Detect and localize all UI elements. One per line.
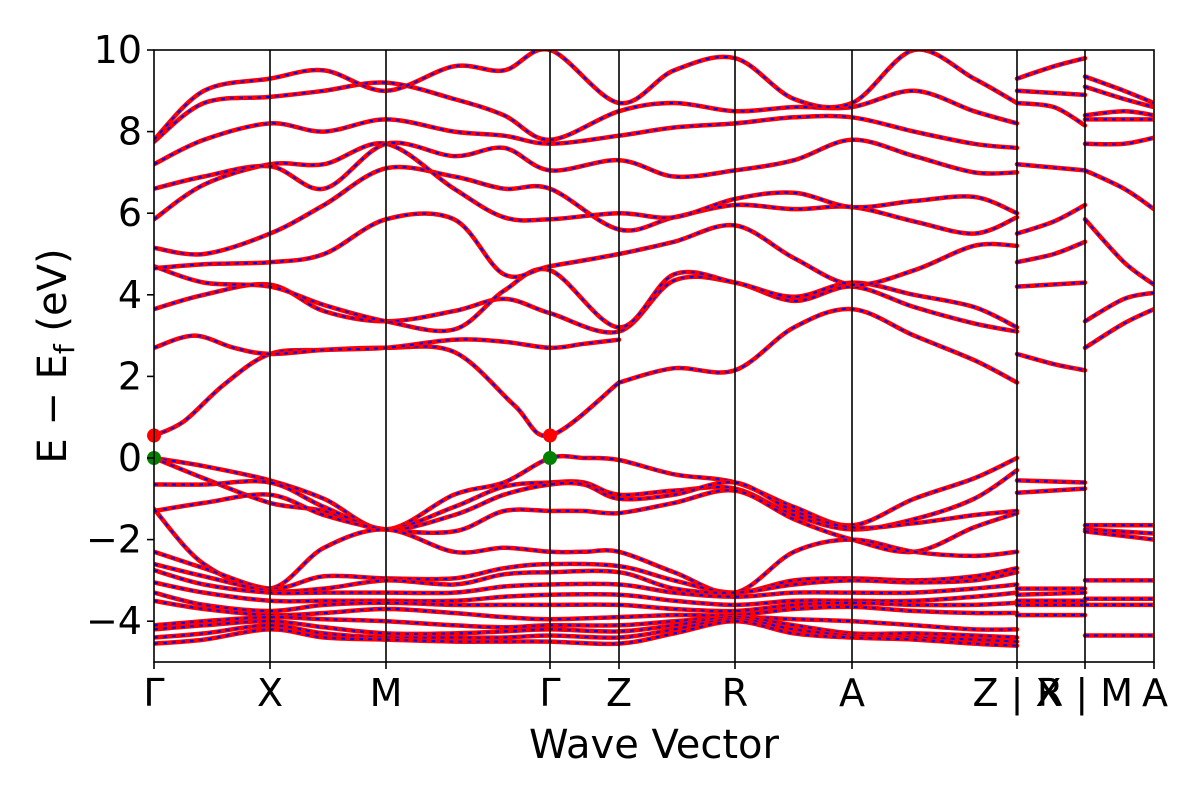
- band-56-dashed: [1084, 85, 1154, 109]
- band-edge-markers: [147, 428, 557, 465]
- band-57-dashed: [1084, 75, 1154, 104]
- band-12-dashed: [154, 455, 1018, 531]
- band-21-dashed: [154, 591, 1018, 613]
- band-51-dashed: [1084, 218, 1154, 286]
- y-tick-label-2: 0: [118, 436, 142, 480]
- x-tick-label-7: Z | X: [972, 671, 1061, 716]
- y-axis-title-subscript: f: [48, 343, 81, 354]
- plot-background: [154, 50, 1154, 662]
- band-53-dashed: [1084, 136, 1154, 146]
- band-55-dashed: [1084, 110, 1154, 117]
- x-tick-label-8: R | M: [1037, 671, 1133, 716]
- band-38-dashed: [1016, 163, 1086, 172]
- y-tick-label-3: 2: [118, 354, 142, 398]
- x-tick-label-1: X: [257, 671, 283, 715]
- band-37-dashed: [1016, 204, 1086, 235]
- band-19-dashed: [154, 569, 1018, 598]
- band-22-dashed: [154, 599, 1018, 621]
- y-tick-label-5: 6: [118, 191, 142, 235]
- band-5-dashed: [154, 212, 1018, 286]
- plot-frame: [153, 49, 1155, 663]
- band-52-dashed: [1084, 169, 1154, 210]
- band-40-dashed: [1016, 89, 1086, 96]
- band-4-dashed: [154, 265, 1018, 332]
- y-axis-title-prefix: E − E: [30, 354, 76, 464]
- band-35-dashed: [1016, 281, 1086, 288]
- x-tick-label-6: A: [839, 671, 865, 715]
- band-6-solid: [154, 164, 1020, 257]
- band-34-dashed: [1016, 353, 1086, 372]
- x-tick-label-9: A: [1142, 671, 1168, 715]
- x-tick-label-3: Γ: [539, 671, 560, 715]
- band-43-dashed: [1084, 528, 1154, 535]
- band-36-dashed: [1016, 240, 1086, 264]
- band-7-dashed: [154, 142, 1018, 222]
- band-11-dashed: [154, 50, 1018, 141]
- band-10-dashed: [154, 81, 1018, 143]
- band-24-dashed: [154, 616, 1018, 639]
- y-axis: −4 −2 0 2 4 6 8 10: [86, 28, 154, 643]
- band-23-solid: [154, 614, 1020, 632]
- band-44-dashed: [1084, 530, 1154, 541]
- band-49-dashed: [1084, 308, 1154, 349]
- band-3-dashed: [154, 275, 1018, 334]
- band-20-dashed: [154, 581, 1018, 606]
- band-8-dashed: [154, 138, 1018, 190]
- band-26-dashed: [154, 620, 1018, 647]
- x-tick-label-4: Z: [606, 671, 632, 715]
- vbm-marker-3: [543, 451, 557, 465]
- band-1-dashed: [618, 308, 1018, 384]
- band-9-dashed: [154, 114, 1018, 166]
- band-28-dashed: [1016, 487, 1086, 494]
- kpoint-lines: [269, 50, 1086, 662]
- band-14-dashed: [154, 480, 1018, 531]
- band-41-dashed: [1016, 57, 1086, 80]
- band-30-dashed: [1016, 591, 1086, 596]
- y-tick-label-7: 10: [94, 28, 142, 72]
- y-tick-label-1: −2: [86, 518, 142, 562]
- bands-layer: [154, 50, 1154, 648]
- band-16-dashed: [154, 508, 1018, 595]
- band-50-dashed: [1084, 291, 1154, 323]
- x-tick-label-5: R: [722, 671, 748, 715]
- band-27-dashed: [1016, 479, 1086, 484]
- band-15-dashed: [154, 489, 1018, 554]
- y-axis-title: E − Ef (eV): [30, 248, 81, 463]
- x-axis-title: Wave Vector: [529, 722, 780, 768]
- x-tick-label-0: Γ: [143, 671, 164, 715]
- x-tick-label-2: M: [370, 671, 403, 715]
- cbm-marker-1: [543, 428, 557, 443]
- y-tick-label-6: 8: [118, 110, 142, 154]
- y-tick-label-0: −4: [86, 599, 142, 643]
- y-tick-label-4: 4: [118, 273, 142, 317]
- band-39-dashed: [1016, 102, 1086, 127]
- y-axis-title-suffix: (eV): [30, 248, 76, 344]
- band-0-dashed: [154, 345, 620, 437]
